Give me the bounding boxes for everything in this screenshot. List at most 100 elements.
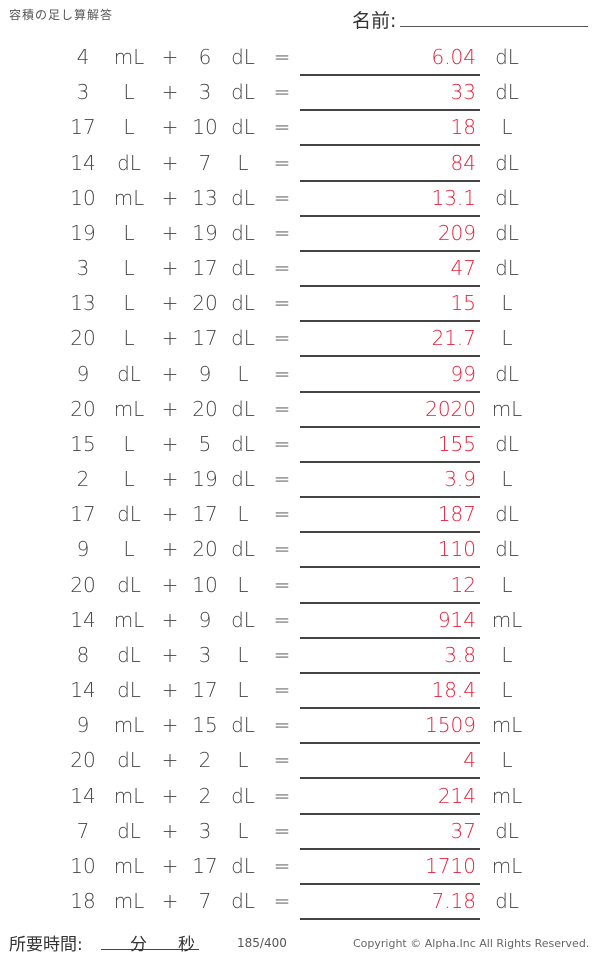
second-number: 19 [192, 467, 218, 492]
second-number: 17 [192, 502, 218, 527]
answer: 18 [450, 115, 476, 140]
first-number: 2 [76, 467, 90, 492]
answer-line[interactable] [300, 320, 480, 323]
answer: 18.4 [431, 678, 476, 703]
answer-line[interactable] [300, 460, 480, 463]
answer-line[interactable] [300, 918, 480, 921]
answer-line[interactable] [300, 74, 480, 76]
first-number: 14 [70, 783, 96, 808]
answer-unit: L [501, 115, 513, 140]
answer-line[interactable] [300, 109, 480, 112]
first-number: 3 [76, 256, 90, 281]
second-unit: dL [231, 853, 255, 878]
first-number: 14 [70, 150, 96, 175]
answer-unit: dL [495, 256, 519, 281]
answer-line[interactable] [300, 566, 480, 569]
answer-line[interactable] [300, 847, 480, 850]
first-unit: L [123, 80, 135, 105]
answer-line[interactable] [300, 390, 480, 393]
plus-sign: + [161, 783, 179, 808]
problem-row: 20 dL +10 L = 12 L [0, 570, 600, 605]
problem-row: 20 mL +20 dL = 2020 mL [0, 394, 600, 429]
equals-sign: = [273, 783, 291, 808]
answer-line[interactable] [300, 777, 480, 780]
plus-sign: + [161, 818, 179, 843]
second-unit: dL [231, 326, 255, 351]
answer-unit: dL [495, 818, 519, 843]
answer-unit: mL [491, 396, 523, 421]
answer-line[interactable] [300, 425, 480, 428]
answer-line[interactable] [300, 496, 480, 499]
plus-sign: + [161, 291, 179, 316]
answer-line[interactable] [300, 531, 480, 534]
answer: 15 [450, 291, 476, 316]
plus-sign: + [161, 396, 179, 421]
answer-unit: mL [491, 853, 523, 878]
first-number: 8 [76, 642, 90, 667]
problem-row: 10 mL +13 dL = 13.1 dL [0, 183, 600, 218]
answer: 21.7 [431, 326, 476, 351]
equals-sign: = [273, 537, 291, 562]
second-number: 9 [198, 361, 212, 386]
answer-line[interactable] [300, 601, 480, 604]
answer: 187 [437, 502, 476, 527]
second-number: 20 [192, 396, 218, 421]
answer-line[interactable] [300, 355, 480, 358]
problem-row: 14 dL +17 L = 18.4 L [0, 675, 600, 710]
problem-row: 9 mL +15 dL = 1509 mL [0, 710, 600, 745]
answer-line[interactable] [300, 636, 480, 639]
answer: 3.9 [444, 467, 476, 492]
second-number: 5 [198, 431, 212, 456]
time-field[interactable] [101, 949, 199, 950]
equals-sign: = [273, 642, 291, 667]
answer-line[interactable] [300, 214, 480, 217]
second-unit: dL [231, 80, 255, 105]
second-number: 13 [192, 185, 218, 210]
plus-sign: + [161, 115, 179, 140]
first-unit: dL [117, 748, 141, 773]
second-number: 20 [192, 537, 218, 562]
first-unit: L [123, 431, 135, 456]
equals-sign: = [273, 291, 291, 316]
second-unit: L [237, 642, 249, 667]
answer: 12 [450, 572, 476, 597]
answer: 209 [437, 220, 476, 245]
answer-line[interactable] [300, 671, 480, 674]
answer-unit: dL [495, 220, 519, 245]
answer: 99 [450, 361, 476, 386]
answer-line[interactable] [300, 144, 480, 147]
answer-unit: dL [495, 361, 519, 386]
second-number: 2 [198, 783, 212, 808]
answer-line[interactable] [300, 285, 480, 288]
answer-line[interactable] [300, 249, 480, 252]
equals-sign: = [273, 80, 291, 105]
answer-unit: mL [491, 713, 523, 738]
first-number: 14 [70, 607, 96, 632]
plus-sign: + [161, 889, 179, 914]
answer: 214 [437, 783, 476, 808]
first-unit: mL [113, 713, 145, 738]
first-unit: L [123, 220, 135, 245]
name-field[interactable] [400, 26, 588, 27]
first-number: 19 [70, 220, 96, 245]
worksheet-title: 容積の足し算解答 [9, 8, 114, 22]
equals-sign: = [273, 748, 291, 773]
first-unit: mL [113, 889, 145, 914]
answer-line[interactable] [300, 882, 480, 885]
second-number: 17 [192, 256, 218, 281]
answer: 2020 [425, 396, 476, 421]
answer-line[interactable] [300, 812, 480, 815]
second-unit: dL [231, 291, 255, 316]
answer-unit: L [501, 326, 513, 351]
second-number: 3 [198, 642, 212, 667]
answer: 110 [437, 537, 476, 562]
answer-line[interactable] [300, 707, 480, 710]
first-unit: dL [117, 502, 141, 527]
answer-line[interactable] [300, 179, 480, 182]
answer-line[interactable] [300, 742, 480, 745]
seconds-label: 秒 [178, 935, 195, 955]
plus-sign: + [161, 185, 179, 210]
first-unit: dL [117, 818, 141, 843]
first-number: 15 [70, 431, 96, 456]
answer-unit: mL [491, 607, 523, 632]
